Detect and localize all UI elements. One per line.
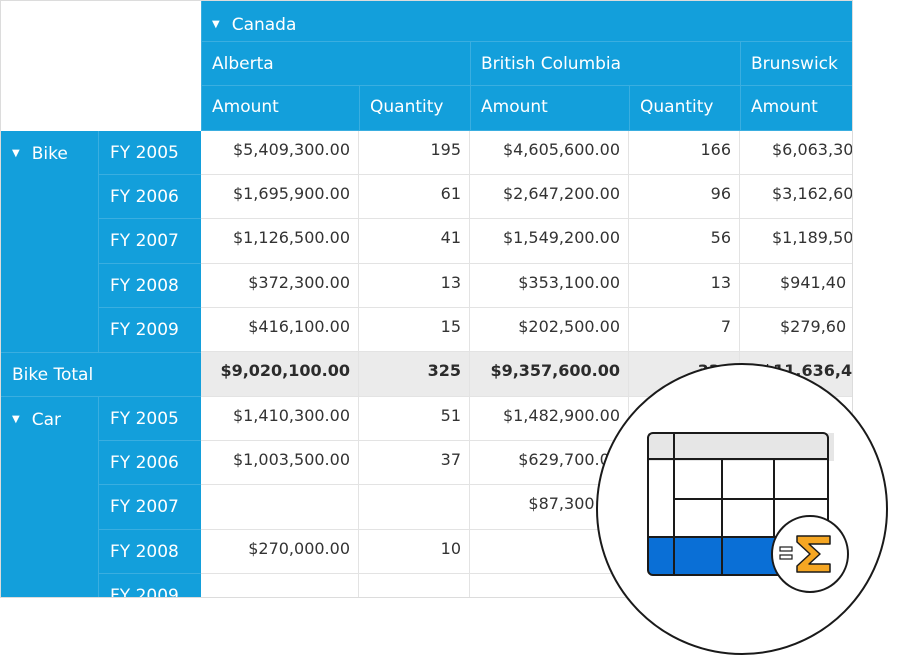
value-cell[interactable] — [359, 485, 470, 530]
value-cell[interactable]: $1,695,900.00 — [201, 175, 359, 219]
pivot-summary-badge — [596, 363, 888, 655]
value-cell[interactable]: 96 — [629, 175, 740, 219]
value-cell[interactable]: 51 — [359, 397, 470, 441]
collapse-caret-icon[interactable]: ▼ — [12, 148, 20, 159]
measure-header-quantity[interactable]: Quantity — [359, 86, 470, 131]
total-cell[interactable]: $9,020,100.00 — [201, 352, 359, 397]
value-cell[interactable]: $202,500.00 — [470, 308, 629, 352]
row-header-year: FY 2006 — [98, 441, 201, 485]
value-cell[interactable]: 15 — [359, 308, 470, 352]
row-header-year: FY 2005 — [98, 131, 201, 175]
value-cell[interactable]: 56 — [629, 219, 740, 264]
value-cell[interactable]: $1,410,300.00 — [201, 397, 359, 441]
pivot-grid: ▼ Canada Alberta British Columbia Brunswi… — [0, 0, 853, 598]
row-header-year: FY 2009 — [98, 574, 201, 597]
column-header-brunswick[interactable]: Brunswick — [740, 42, 852, 86]
value-cell[interactable]: $279,60 — [740, 308, 852, 352]
total-cell[interactable]: $9,357,600.00 — [470, 352, 629, 397]
value-cell[interactable]: $941,40 — [740, 264, 852, 308]
total-cell[interactable]: 325 — [359, 352, 470, 397]
value-cell[interactable]: $270,000.00 — [201, 530, 359, 574]
value-cell[interactable] — [201, 485, 359, 530]
value-cell[interactable]: 7 — [629, 308, 740, 352]
value-cell[interactable]: $1,126,500.00 — [201, 219, 359, 264]
value-cell[interactable]: $5,409,300.00 — [201, 131, 359, 175]
row-header-year: FY 2008 — [98, 264, 201, 308]
value-cell[interactable]: 37 — [359, 441, 470, 485]
pivot-summary-sigma-icon — [647, 432, 849, 593]
value-cell[interactable]: $3,162,60 — [740, 175, 852, 219]
collapse-caret-icon[interactable]: ▼ — [212, 19, 220, 30]
column-header-canada[interactable]: ▼ Canada — [201, 1, 852, 42]
row-header-car[interactable]: ▼ Car — [1, 397, 98, 597]
value-cell[interactable]: $6,063,30 — [740, 131, 852, 175]
value-cell[interactable]: $1,003,500.00 — [201, 441, 359, 485]
row-header-bike[interactable]: ▼ Bike — [1, 131, 98, 352]
value-cell[interactable]: $4,605,600.00 — [470, 131, 629, 175]
row-header-year: FY 2008 — [98, 530, 201, 574]
column-header-alberta[interactable]: Alberta — [201, 42, 470, 86]
measure-header-amount[interactable]: Amount — [740, 86, 852, 131]
value-cell[interactable]: 41 — [359, 219, 470, 264]
collapse-caret-icon[interactable]: ▼ — [12, 414, 20, 425]
value-cell[interactable]: 10 — [359, 530, 470, 574]
measure-header-amount[interactable]: Amount — [201, 86, 359, 131]
value-cell[interactable]: 166 — [629, 131, 740, 175]
column-header-british-columbia[interactable]: British Columbia — [470, 42, 740, 86]
value-cell[interactable]: 195 — [359, 131, 470, 175]
value-cell[interactable]: $629,700.00 — [470, 441, 629, 485]
measure-header-quantity[interactable]: Quantity — [629, 86, 740, 131]
row-header-year: FY 2009 — [98, 308, 201, 352]
country-label: Canada — [231, 15, 297, 35]
measure-header-amount[interactable]: Amount — [470, 86, 629, 131]
value-cell[interactable]: 13 — [629, 264, 740, 308]
row-header-year: FY 2007 — [98, 219, 201, 264]
value-cell[interactable]: $416,100.00 — [201, 308, 359, 352]
pivot-corner — [1, 1, 201, 131]
value-cell[interactable]: 13 — [359, 264, 470, 308]
row-header-year: FY 2005 — [98, 397, 201, 441]
row-header-bike-total: Bike Total — [1, 352, 201, 397]
value-cell[interactable] — [201, 574, 359, 597]
value-cell[interactable]: $1,482,900.00 — [470, 397, 629, 441]
value-cell[interactable]: $2,647,200.00 — [470, 175, 629, 219]
row-header-year: FY 2006 — [98, 175, 201, 219]
value-cell[interactable]: 61 — [359, 175, 470, 219]
value-cell[interactable]: $1,189,50 — [740, 219, 852, 264]
value-cell[interactable]: $353,100.00 — [470, 264, 629, 308]
value-cell[interactable] — [359, 574, 470, 597]
row-header-year: FY 2007 — [98, 485, 201, 530]
value-cell[interactable]: $372,300.00 — [201, 264, 359, 308]
value-cell[interactable]: $1,549,200.00 — [470, 219, 629, 264]
